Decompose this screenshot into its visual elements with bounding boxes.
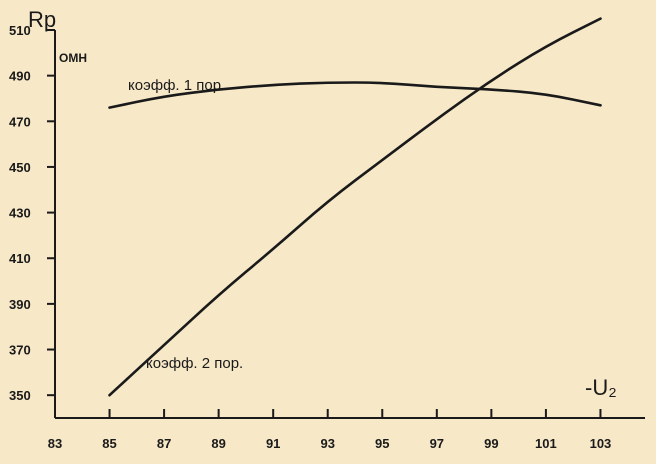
x-tick-label: 85 [102, 436, 116, 451]
series-2-label: коэфф. 2 пор. [146, 355, 243, 372]
series-layer [108, 17, 602, 397]
y-tick-label: 370 [9, 343, 31, 358]
series-2-line [108, 17, 602, 397]
x-tick-label: 83 [48, 436, 62, 451]
y-axis-unit: OMH [59, 51, 87, 65]
y-tick-label: 430 [9, 206, 31, 221]
y-tick-label: 490 [9, 69, 31, 84]
x-axis-ticks: 83 85 87 89 91 93 95 97 99 101 103 [48, 409, 612, 451]
y-tick-label: 450 [9, 160, 31, 175]
y-tick-label: 510 [9, 23, 31, 38]
y-tick-label: 470 [9, 114, 31, 129]
x-axis-title: -U₂ [585, 375, 617, 400]
y-axis-title: Rp [28, 7, 56, 32]
y-tick-label: 350 [9, 388, 31, 403]
x-tick-label: 101 [535, 436, 557, 451]
series-1-label: коэфф. 1 пор. [128, 77, 225, 94]
x-tick-label: 103 [590, 436, 612, 451]
x-tick-label: 93 [320, 436, 334, 451]
x-tick-label: 87 [157, 436, 171, 451]
x-tick-label: 97 [430, 436, 444, 451]
x-tick-label: 95 [375, 436, 389, 451]
series-1-line [108, 81, 602, 109]
x-tick-label: 89 [211, 436, 225, 451]
x-tick-label: 99 [484, 436, 498, 451]
y-tick-label: 390 [9, 297, 31, 312]
x-tick-label: 91 [266, 436, 280, 451]
y-tick-label: 410 [9, 251, 31, 266]
y-axis-ticks: 350 370 390 410 430 450 470 490 510 [9, 23, 55, 403]
